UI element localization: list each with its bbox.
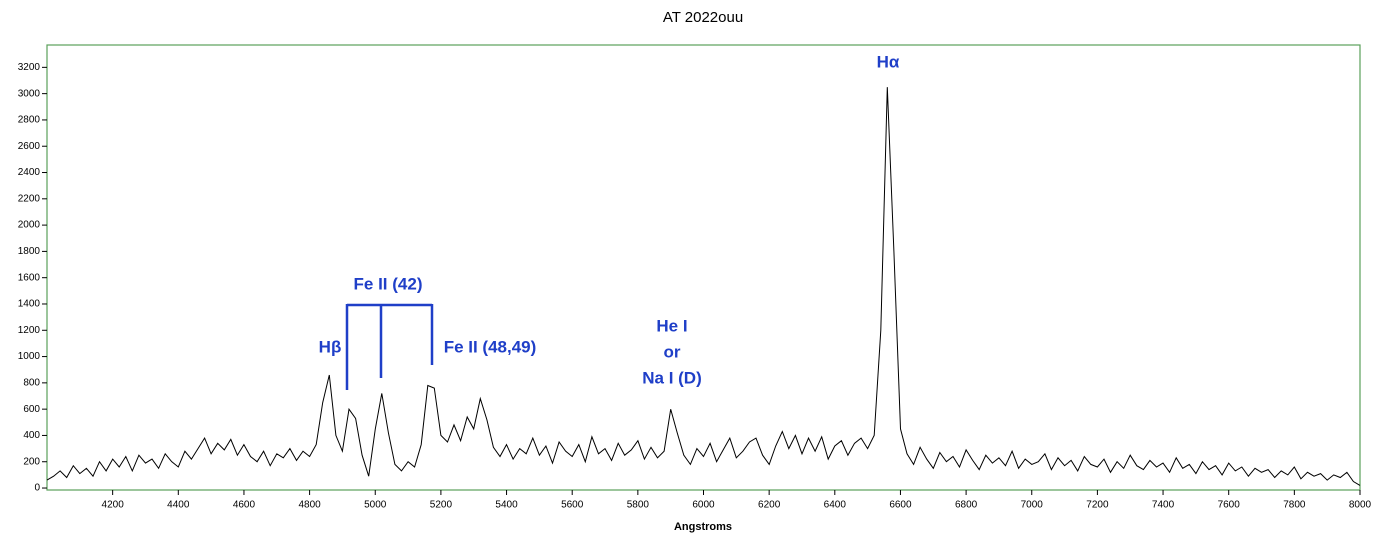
y-tick-label: 3000 [18,88,41,99]
annotation: He I [656,316,687,335]
chart-title: AT 2022ouu [663,9,743,26]
x-tick-label: 8000 [1349,500,1372,511]
annotation: Fe II (42) [354,274,423,293]
x-tick-label: 5400 [495,500,518,511]
y-tick-label: 800 [23,377,40,388]
y-tick-label: 1000 [18,351,41,362]
fe-bracket [345,303,434,390]
y-tick-label: 0 [34,483,40,494]
x-tick-label: 5200 [430,500,453,511]
annotation: Hα [877,52,900,71]
plot-frame [46,44,1361,491]
x-tick-label: 7200 [1086,500,1109,511]
x-tick-label: 6400 [824,500,847,511]
y-tick-label: 1600 [18,272,41,283]
annotation: Na I (D) [642,368,702,387]
x-tick-label: 4200 [102,500,125,511]
x-tick-label: 5600 [561,500,584,511]
x-tick-label: 6800 [955,500,978,511]
y-tick-label: 2800 [18,115,41,126]
x-tick-label: 5000 [364,500,387,511]
y-tick-label: 1400 [18,299,41,310]
y-tick-label: 400 [23,430,40,441]
x-tick-label: 4800 [298,500,321,511]
x-tick-label: 6600 [889,500,912,511]
y-tick-label: 2600 [18,141,41,152]
y-tick-label: 1200 [18,325,41,336]
y-tick-label: 200 [23,456,40,467]
y-tick-label: 600 [23,404,40,415]
y-tick-label: 3200 [18,62,41,73]
x-tick-label: 6200 [758,500,781,511]
x-tick-label: 6000 [692,500,715,511]
x-tick-label: 4400 [167,500,190,511]
y-tick-label: 2200 [18,193,41,204]
y-tick-label: 2000 [18,220,41,231]
y-tick-label: 1800 [18,246,41,257]
annotation: Hβ [319,337,342,356]
spectrum-line [46,87,1361,486]
x-tick-label: 7400 [1152,500,1175,511]
x-tick-label: 7000 [1021,500,1044,511]
x-tick-label: 7800 [1283,500,1306,511]
annotation: or [664,342,681,361]
annotation: Fe II (48,49) [444,337,537,356]
x-tick-label: 5800 [627,500,650,511]
y-tick-label: 2400 [18,167,41,178]
x-tick-label: 4600 [233,500,256,511]
x-axis-label: Angstroms [674,521,732,533]
x-tick-label: 7600 [1218,500,1241,511]
